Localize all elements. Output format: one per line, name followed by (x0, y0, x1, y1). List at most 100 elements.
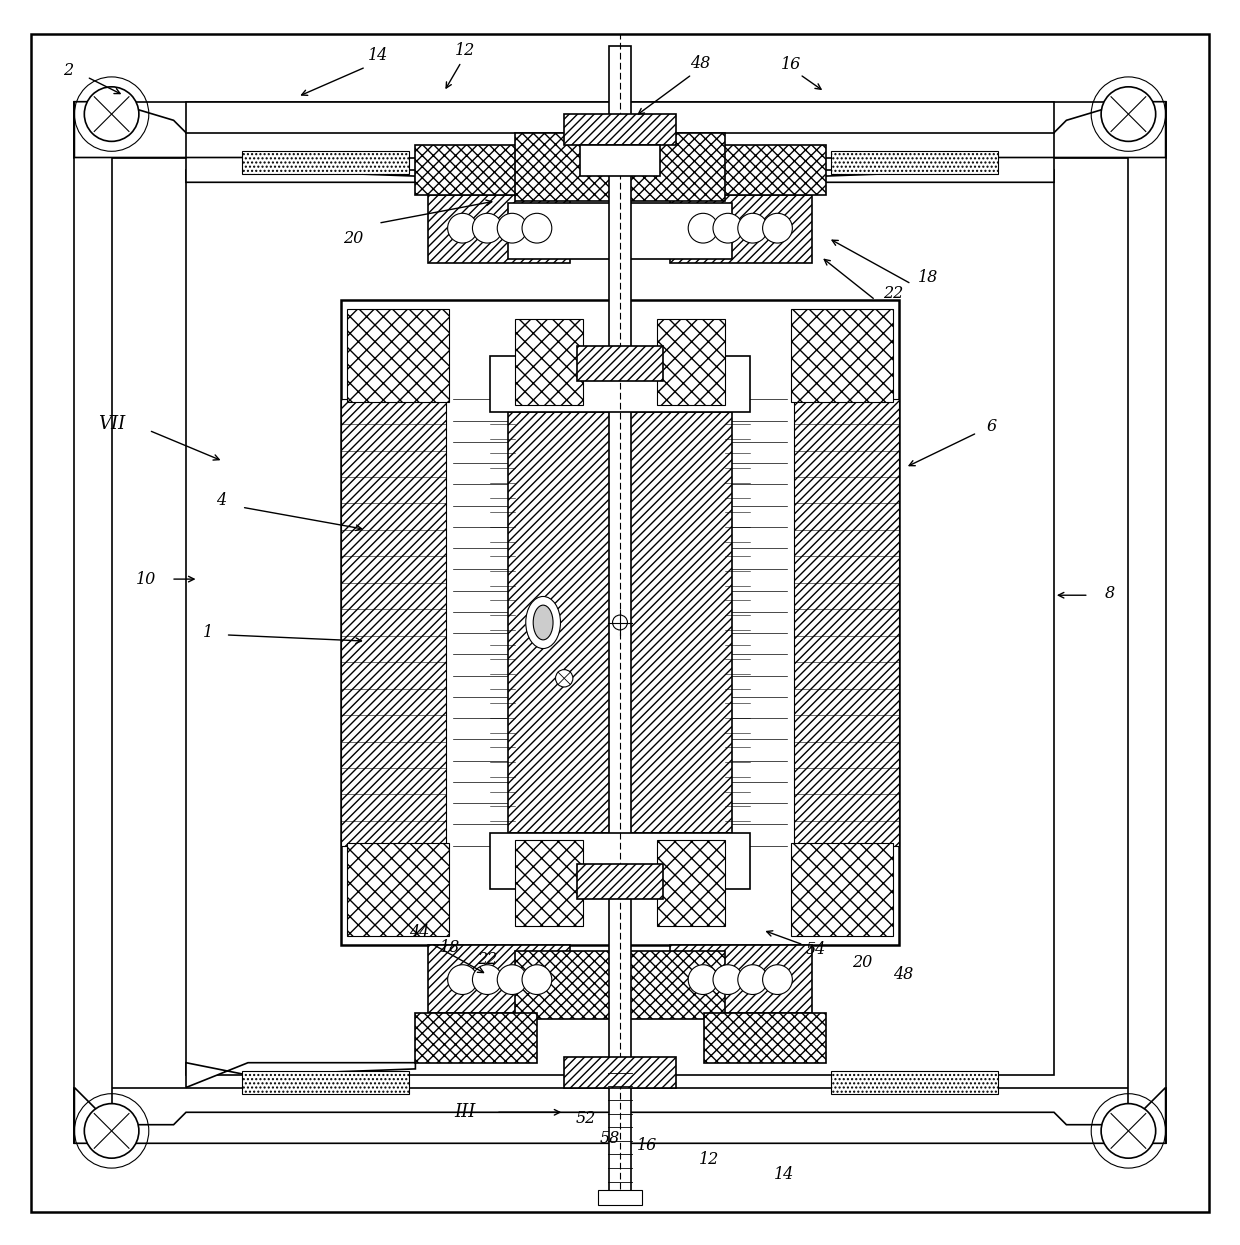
Bar (515, 951, 614, 1020)
Bar (242, 152, 409, 173)
Bar (347, 843, 449, 936)
Circle shape (522, 965, 552, 995)
Circle shape (713, 965, 743, 995)
Text: 12: 12 (455, 42, 475, 60)
Circle shape (763, 965, 792, 995)
Circle shape (738, 213, 768, 243)
Circle shape (448, 213, 477, 243)
Polygon shape (1054, 102, 1166, 158)
Bar (704, 1013, 826, 1063)
Bar (515, 133, 614, 200)
Circle shape (522, 213, 552, 243)
Text: 1: 1 (203, 624, 213, 641)
Text: 18: 18 (440, 939, 460, 956)
Bar (515, 319, 583, 406)
Circle shape (497, 965, 527, 995)
Bar (508, 203, 614, 259)
Text: 52: 52 (575, 1111, 595, 1127)
Bar (657, 839, 725, 926)
Text: 20: 20 (343, 229, 363, 247)
Bar (415, 146, 537, 194)
Bar (564, 115, 676, 146)
Text: 48: 48 (893, 966, 913, 984)
Text: 4: 4 (216, 493, 226, 509)
Bar (577, 346, 663, 381)
Text: 8: 8 (1105, 585, 1115, 603)
Text: 18: 18 (918, 269, 937, 286)
Text: 16: 16 (637, 1137, 657, 1154)
Bar (670, 945, 812, 1013)
Text: 44: 44 (409, 924, 429, 941)
Bar (609, 46, 631, 1199)
Text: 2: 2 (63, 62, 73, 80)
Circle shape (1101, 1103, 1156, 1158)
Circle shape (84, 87, 139, 142)
Bar (791, 843, 893, 936)
Text: III: III (454, 1103, 476, 1122)
Text: VII: VII (98, 415, 125, 433)
Bar (490, 833, 750, 889)
Bar (186, 102, 1054, 133)
Text: 14: 14 (774, 1165, 794, 1183)
Bar (74, 1087, 1166, 1143)
Circle shape (763, 213, 792, 243)
Bar (242, 1072, 409, 1093)
Bar (74, 102, 112, 1143)
Bar (415, 1013, 537, 1063)
Circle shape (448, 965, 477, 995)
Text: 20: 20 (852, 954, 872, 971)
Circle shape (713, 213, 743, 243)
Bar (341, 400, 446, 845)
Text: 10: 10 (136, 570, 156, 588)
Bar (670, 194, 812, 263)
Circle shape (556, 670, 573, 687)
Bar (626, 203, 732, 259)
Text: 16: 16 (781, 56, 801, 73)
Bar (580, 146, 660, 176)
Circle shape (472, 965, 502, 995)
Text: 54: 54 (806, 941, 826, 959)
Bar (598, 1190, 642, 1205)
Circle shape (1101, 87, 1156, 142)
Bar (186, 169, 1054, 1076)
Circle shape (497, 213, 527, 243)
Bar (428, 945, 570, 1013)
Bar (626, 133, 725, 200)
Text: 48: 48 (691, 55, 711, 72)
Polygon shape (74, 1087, 1166, 1143)
Polygon shape (186, 158, 415, 182)
Text: 58: 58 (600, 1130, 620, 1147)
Bar (831, 1072, 998, 1093)
Circle shape (688, 213, 718, 243)
Polygon shape (825, 158, 1054, 182)
Bar (577, 864, 663, 899)
Bar (341, 300, 899, 945)
Bar (626, 951, 725, 1020)
Bar (564, 1057, 676, 1087)
Bar (347, 309, 449, 402)
Text: 6: 6 (987, 418, 997, 435)
Bar (704, 146, 826, 194)
Circle shape (84, 1103, 139, 1158)
Polygon shape (74, 102, 186, 158)
Ellipse shape (533, 605, 553, 640)
Text: 14: 14 (368, 47, 388, 65)
Bar (428, 194, 570, 263)
Bar (490, 356, 750, 412)
Text: 22: 22 (477, 951, 497, 969)
Bar (1128, 102, 1166, 1143)
Bar (74, 102, 1166, 158)
Polygon shape (186, 1063, 415, 1087)
Circle shape (613, 615, 627, 630)
Text: 22: 22 (883, 285, 903, 303)
Text: 12: 12 (699, 1150, 719, 1168)
Bar (831, 152, 998, 173)
Bar (791, 309, 893, 402)
Bar (794, 400, 899, 845)
Ellipse shape (526, 596, 560, 649)
Circle shape (738, 965, 768, 995)
Bar (508, 412, 732, 833)
Bar (515, 839, 583, 926)
Bar (657, 319, 725, 406)
Circle shape (472, 213, 502, 243)
